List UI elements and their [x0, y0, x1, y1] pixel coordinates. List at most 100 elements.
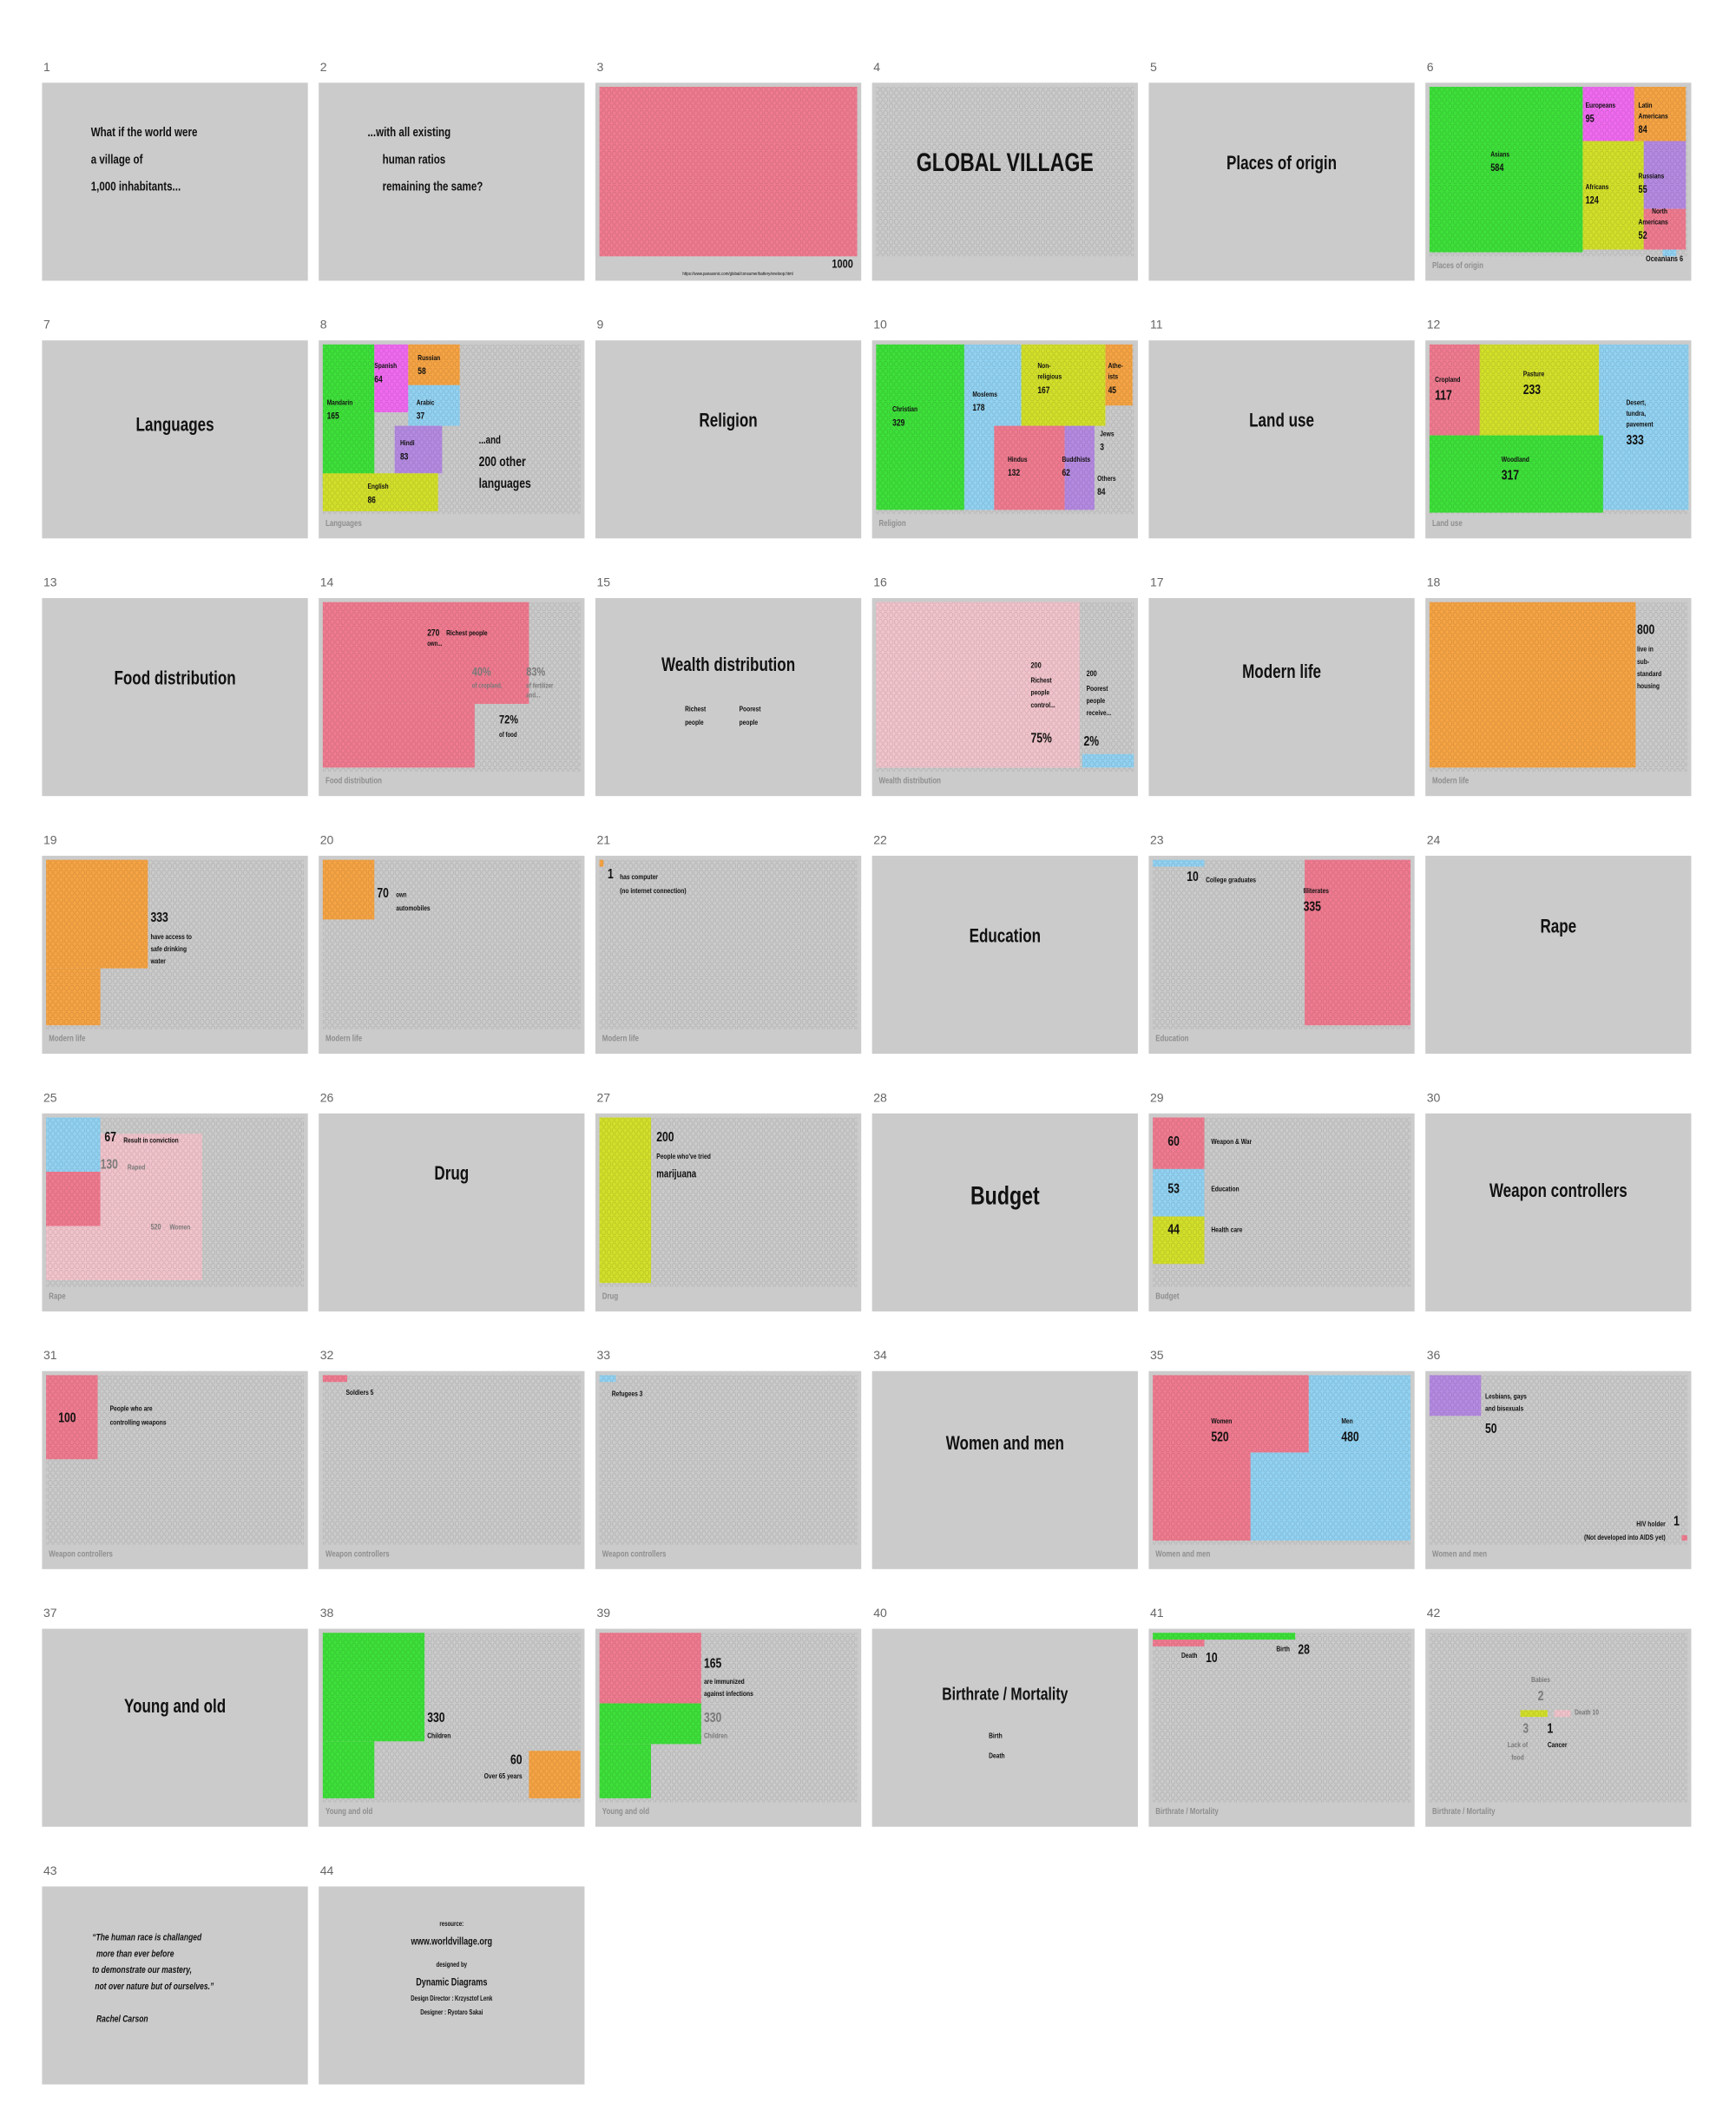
- slide-text: receive...: [1087, 708, 1112, 717]
- slide-background: [871, 855, 1138, 1055]
- slide-text: 1000: [832, 257, 852, 271]
- slide-text: Arabic: [417, 398, 435, 407]
- population-dots: [599, 1633, 701, 1704]
- slide-text: Non-: [1037, 361, 1051, 370]
- slide-text: languages: [479, 475, 531, 490]
- slide-text: Soldiers 5: [345, 1388, 374, 1397]
- slide-text: 45: [1108, 385, 1117, 396]
- slide-caption: Drug: [602, 1292, 618, 1301]
- dot-grid: [1429, 1633, 1687, 1803]
- slide-text: have access to: [150, 932, 192, 941]
- slide-text: 100: [58, 1410, 76, 1425]
- slide-number: 5: [1150, 60, 1157, 74]
- slide: “The human race is challanged more than e…: [42, 1886, 308, 2085]
- slide-caption: Weapon controllers: [49, 1548, 113, 1558]
- slide: Women 520 Men 480 Women and men: [1148, 1370, 1415, 1569]
- slide-text: Europeans: [1586, 101, 1616, 109]
- slide-text: Birth: [1276, 1644, 1290, 1653]
- slide-text: 584: [1490, 162, 1503, 174]
- population-dots: [322, 1741, 375, 1798]
- slide-text: ...with all existing: [367, 125, 450, 140]
- slide-text: Asians: [1490, 150, 1509, 159]
- slide-text: 3: [1100, 443, 1104, 453]
- population-dots: [1429, 344, 1484, 447]
- slide-number: 20: [320, 832, 334, 846]
- slide-text: Modern life: [1242, 661, 1321, 683]
- slide-text: Children: [704, 1731, 727, 1739]
- slide-text: 44: [1167, 1221, 1180, 1237]
- slide: Christian 329 Moslems 178 Non-religious 167 At…: [871, 340, 1138, 539]
- population-dots: [1681, 1535, 1687, 1541]
- slide-number: 15: [597, 575, 611, 589]
- slide-text: Weapon controllers: [1489, 1180, 1628, 1202]
- slide-caption: Wealth distribution: [879, 776, 941, 785]
- slide-text: 270: [427, 628, 440, 639]
- slide: Lesbians, gays and bisexuals 50 HIV holder 1…: [1425, 1370, 1692, 1569]
- slide-number: 2: [320, 60, 327, 74]
- slide-text: Women: [1211, 1416, 1232, 1425]
- slide-text: 117: [1435, 387, 1452, 403]
- slide-text: standard: [1637, 669, 1662, 678]
- slide-number: 17: [1150, 575, 1164, 589]
- slide-text: 3: [1522, 1720, 1529, 1736]
- slide-background: [42, 1886, 308, 2085]
- slide-text: Men: [1341, 1416, 1353, 1425]
- slide-text: 333: [1626, 431, 1644, 447]
- slide-text: Places of origin: [1226, 153, 1337, 174]
- slide-caption: Women and men: [1432, 1548, 1487, 1558]
- population-dots: [46, 1226, 202, 1280]
- dot-grid: [876, 87, 1134, 257]
- slide-number: 18: [1427, 575, 1441, 589]
- slide-caption: Birthrate / Mortality: [1155, 1806, 1219, 1816]
- slide-text: 178: [972, 403, 985, 413]
- slide-text: 200 other: [479, 453, 527, 469]
- slide-number: 34: [873, 1348, 887, 1362]
- slide-text: 62: [1062, 468, 1070, 478]
- slide-text: 50: [1485, 1421, 1497, 1436]
- slide-text: Others: [1097, 474, 1116, 483]
- slide-number: 40: [873, 1606, 887, 1620]
- slide-text: 200: [1031, 661, 1042, 670]
- slide-number: 16: [873, 575, 887, 589]
- population-dots: [46, 859, 148, 969]
- slide-number: 22: [873, 832, 887, 846]
- slide-caption: Weapon controllers: [602, 1548, 667, 1558]
- population-dots: [1599, 344, 1689, 510]
- slide-caption: Places of origin: [1432, 260, 1483, 270]
- population-dots: [1643, 208, 1687, 250]
- slide-text: 330: [704, 1709, 722, 1725]
- slide-text: 330: [427, 1709, 445, 1725]
- slide-text: 53: [1167, 1180, 1180, 1196]
- slide-text: 132: [1008, 468, 1021, 478]
- slide-text: controlling weapons: [110, 1418, 167, 1427]
- slide-text: Birthrate / Mortality: [942, 1685, 1069, 1704]
- slide-text: own: [396, 892, 406, 899]
- population-dots: [1308, 1375, 1410, 1453]
- slide-text: 84: [1639, 124, 1647, 135]
- slide: 200 People who've tried marijuana Drug: [595, 1113, 862, 1311]
- slide-text: 37: [417, 411, 425, 422]
- slide-background: [42, 598, 308, 797]
- population-dots: [1305, 859, 1410, 1026]
- slide-text: 70: [377, 884, 389, 900]
- slide-text: 2: [1538, 1687, 1544, 1703]
- slide-text: 64: [374, 374, 383, 385]
- slide-text: Babies: [1531, 1675, 1550, 1684]
- slide-text: Lack of: [1508, 1740, 1529, 1749]
- slide-number: 43: [43, 1863, 57, 1877]
- slide-text: of food: [499, 732, 517, 739]
- population-dots: [46, 1172, 101, 1226]
- slide-text: 165: [704, 1655, 722, 1671]
- slide-number: 41: [1150, 1606, 1164, 1620]
- slide: 60 Weapon & War 53 Education 44 Health care Bu…: [1148, 1113, 1415, 1311]
- slide: 67 Result in conviction 130 Raped 520 Women Ra…: [42, 1113, 308, 1311]
- slide-text: Land use: [1249, 411, 1314, 432]
- slide-text: Budget: [970, 1181, 1040, 1210]
- slide: Young and old: [42, 1628, 308, 1827]
- slide: Rape: [1425, 855, 1692, 1055]
- slide-text: Wealth distribution: [661, 654, 795, 676]
- slide-text: 86: [367, 496, 376, 506]
- slide-text: 28: [1298, 1641, 1310, 1657]
- population-dots: [322, 1375, 347, 1383]
- slide-background: [1425, 1113, 1692, 1311]
